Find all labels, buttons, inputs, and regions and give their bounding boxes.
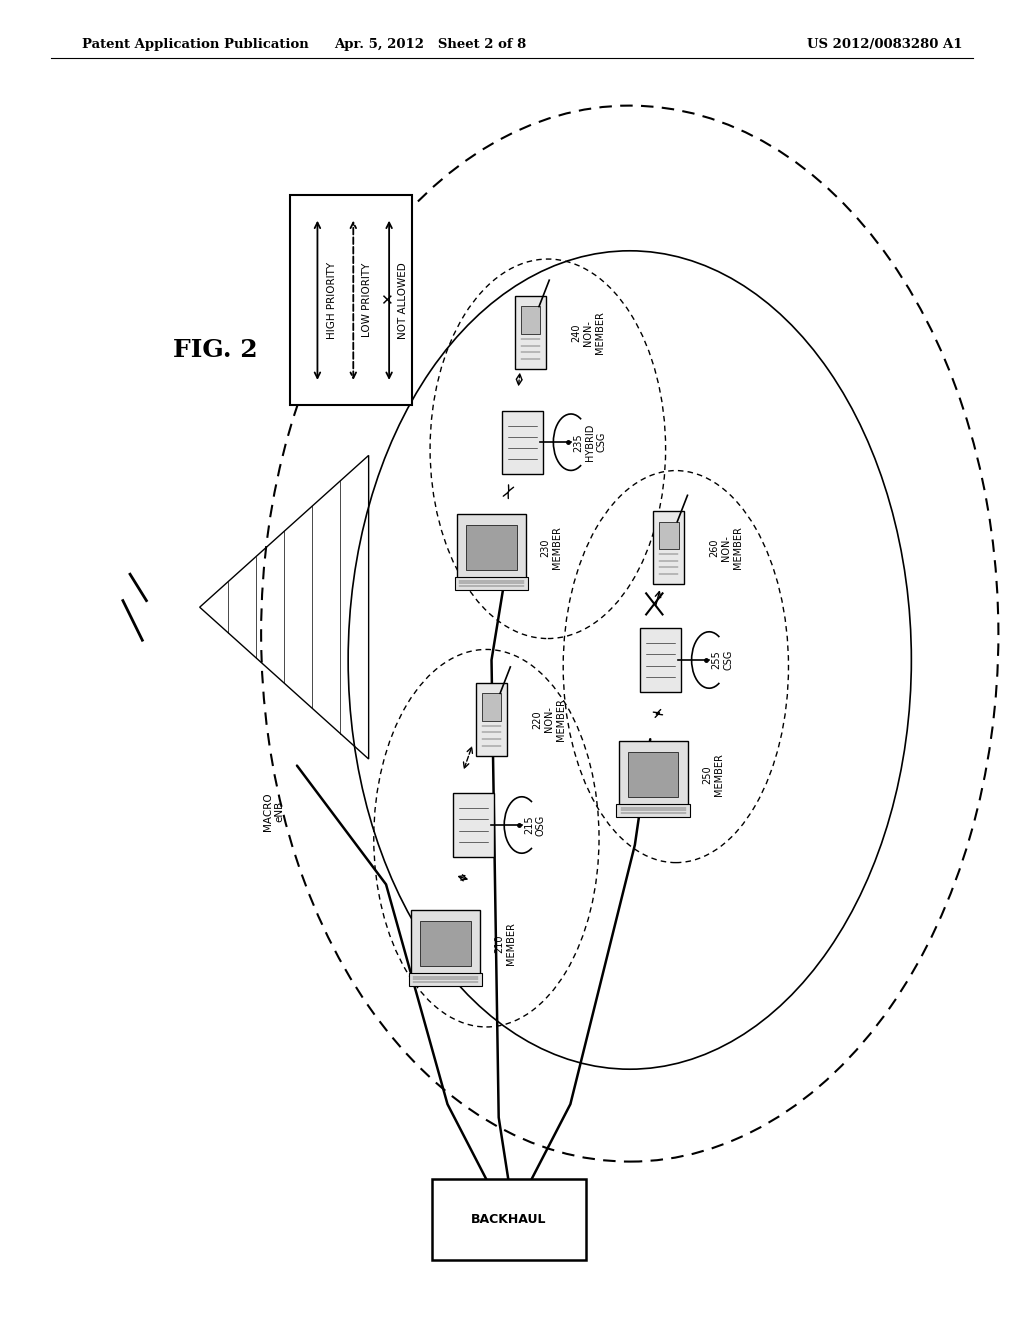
Text: Patent Application Publication: Patent Application Publication [82,38,308,51]
FancyBboxPatch shape [466,525,517,570]
Text: 255
CSG: 255 CSG [712,649,733,671]
Text: HIGH PRIORITY: HIGH PRIORITY [327,261,337,339]
FancyBboxPatch shape [453,793,494,857]
Text: BACKHAUL: BACKHAUL [471,1213,547,1226]
FancyBboxPatch shape [455,577,528,590]
FancyBboxPatch shape [432,1180,586,1259]
FancyBboxPatch shape [420,921,471,966]
Text: 230
MEMBER: 230 MEMBER [541,527,562,569]
FancyBboxPatch shape [290,195,412,405]
FancyBboxPatch shape [502,411,543,474]
Text: 250
MEMBER: 250 MEMBER [702,754,724,796]
FancyBboxPatch shape [409,973,482,986]
Text: Apr. 5, 2012   Sheet 2 of 8: Apr. 5, 2012 Sheet 2 of 8 [334,38,526,51]
FancyBboxPatch shape [640,628,681,692]
FancyBboxPatch shape [653,511,684,585]
FancyBboxPatch shape [628,752,679,797]
Text: 260
NON-
MEMBER: 260 NON- MEMBER [710,527,742,569]
Text: 240
NON-
MEMBER: 240 NON- MEMBER [571,312,604,354]
Text: NOT ALLOWED: NOT ALLOWED [398,261,409,339]
Text: US 2012/0083280 A1: US 2012/0083280 A1 [807,38,963,51]
Text: 235
HYBRID
CSG: 235 HYBRID CSG [573,424,606,461]
Text: MACRO
eNB: MACRO eNB [263,792,285,830]
Text: 220
NON-
MEMBER: 220 NON- MEMBER [532,698,565,741]
Text: 210
MEMBER: 210 MEMBER [495,923,516,965]
FancyBboxPatch shape [515,296,546,370]
FancyBboxPatch shape [520,306,541,334]
Text: ✕: ✕ [380,293,392,308]
FancyBboxPatch shape [620,741,687,809]
FancyBboxPatch shape [476,682,507,756]
Text: LOW PRIORITY: LOW PRIORITY [362,263,373,338]
FancyBboxPatch shape [458,513,525,582]
FancyBboxPatch shape [658,521,679,549]
Text: FIG. 2: FIG. 2 [173,338,257,362]
FancyBboxPatch shape [481,693,502,721]
FancyBboxPatch shape [412,909,479,978]
FancyBboxPatch shape [616,804,690,817]
Text: 215
OSG: 215 OSG [524,814,546,836]
